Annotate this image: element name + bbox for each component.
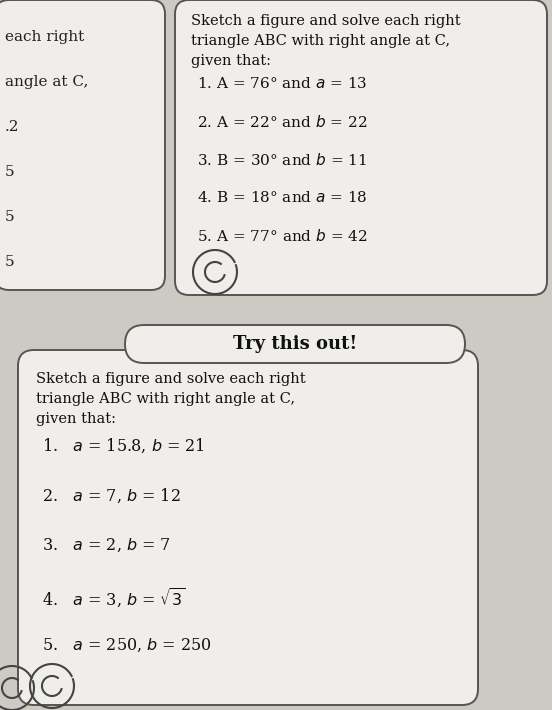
- Text: 5: 5: [5, 255, 14, 269]
- Text: 2.   $a$ = 7, $b$ = 12: 2. $a$ = 7, $b$ = 12: [42, 487, 181, 506]
- Text: Sketch a figure and solve each right: Sketch a figure and solve each right: [191, 14, 460, 28]
- Text: given that:: given that:: [36, 412, 116, 426]
- Text: triangle ABC with right angle at C,: triangle ABC with right angle at C,: [36, 392, 295, 406]
- Text: 1.   $a$ = 15.8, $b$ = 21: 1. $a$ = 15.8, $b$ = 21: [42, 437, 205, 455]
- Text: angle at C,: angle at C,: [5, 75, 88, 89]
- Text: 1. A = 76° and $a$ = 13: 1. A = 76° and $a$ = 13: [197, 76, 367, 91]
- Text: 2. A = 22° and $b$ = 22: 2. A = 22° and $b$ = 22: [197, 114, 368, 130]
- Text: 5.   $a$ = 250, $b$ = 250: 5. $a$ = 250, $b$ = 250: [42, 637, 212, 655]
- Text: triangle ABC with right angle at C,: triangle ABC with right angle at C,: [191, 34, 450, 48]
- Text: 5. A = 77° and $b$ = 42: 5. A = 77° and $b$ = 42: [197, 228, 368, 244]
- FancyBboxPatch shape: [18, 350, 478, 705]
- Text: .2: .2: [5, 120, 19, 134]
- FancyBboxPatch shape: [0, 0, 165, 290]
- Text: 3. B = 30° and $b$ = 11: 3. B = 30° and $b$ = 11: [197, 152, 367, 168]
- Text: 4. B = 18° and $a$ = 18: 4. B = 18° and $a$ = 18: [197, 190, 368, 205]
- Text: 5: 5: [5, 210, 14, 224]
- Text: 3.   $a$ = 2, $b$ = 7: 3. $a$ = 2, $b$ = 7: [42, 537, 171, 555]
- Text: each right: each right: [5, 30, 84, 44]
- FancyBboxPatch shape: [125, 325, 465, 363]
- Text: given that:: given that:: [191, 54, 271, 68]
- Text: 5: 5: [5, 165, 14, 179]
- Text: Sketch a figure and solve each right: Sketch a figure and solve each right: [36, 372, 306, 386]
- Text: 4.   $a$ = 3, $b$ = $\sqrt{3}$: 4. $a$ = 3, $b$ = $\sqrt{3}$: [42, 587, 185, 611]
- Text: Try this out!: Try this out!: [233, 335, 357, 353]
- FancyBboxPatch shape: [175, 0, 547, 295]
